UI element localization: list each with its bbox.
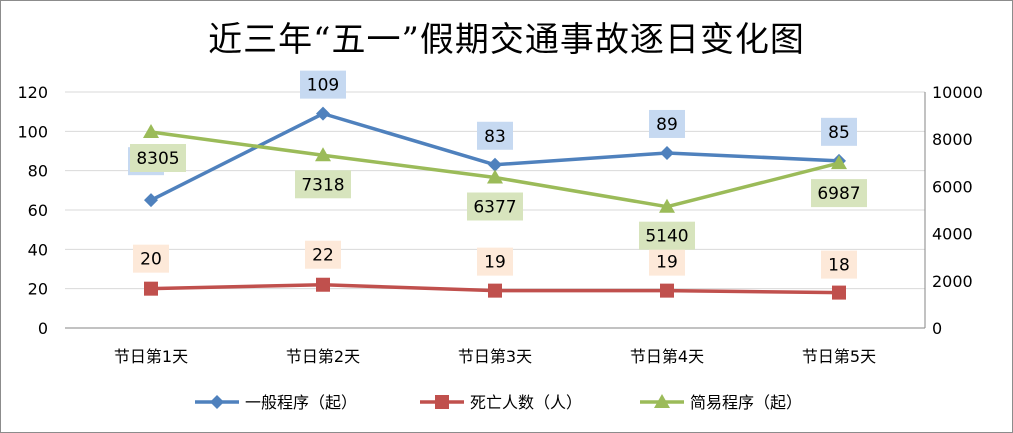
data-label-box — [133, 244, 169, 273]
data-label: 22 — [312, 246, 334, 266]
y-tick-label-left: 120 — [17, 83, 48, 102]
data-label-box — [305, 240, 341, 269]
data-point — [487, 169, 503, 184]
data-point — [316, 277, 330, 292]
data-label: 83 — [484, 127, 506, 147]
data-label: 19 — [656, 253, 678, 273]
legend-label: 简易程序（起） — [690, 393, 802, 412]
data-point — [832, 285, 846, 300]
x-tick-label: 节日第3天 — [458, 347, 532, 366]
y-tick-label-left: 20 — [28, 280, 48, 299]
data-label: 7318 — [301, 175, 344, 195]
legend-label: 一般程序（起） — [245, 393, 357, 412]
data-label-box — [649, 247, 685, 276]
x-tick-label: 节日第1天 — [114, 347, 188, 366]
y-tick-label-left: 80 — [28, 162, 48, 181]
data-label-box — [811, 179, 867, 208]
data-point — [144, 281, 158, 296]
data-point — [488, 157, 502, 172]
data-point — [654, 394, 670, 408]
y-tick-label-right: 10000 — [932, 83, 983, 102]
data-label-box — [821, 250, 857, 279]
data-point — [660, 283, 674, 298]
data-point — [144, 193, 158, 208]
data-label: 109 — [307, 76, 339, 96]
data-label-box — [295, 170, 351, 199]
data-label-box — [477, 121, 513, 150]
data-label-box — [649, 109, 685, 138]
x-tick-label: 节日第4天 — [630, 347, 704, 366]
data-label-box — [130, 144, 186, 173]
data-label: 85 — [828, 123, 850, 143]
x-tick-label: 节日第5天 — [802, 347, 876, 366]
data-label: 18 — [828, 256, 850, 276]
data-label-box — [639, 221, 695, 250]
y-tick-label-right: 0 — [932, 319, 942, 338]
data-point — [831, 155, 847, 170]
data-point — [316, 106, 330, 121]
data-point — [659, 198, 675, 213]
data-point — [315, 147, 331, 162]
data-point — [488, 283, 502, 298]
y-tick-label-left: 40 — [28, 240, 48, 259]
data-label-box — [477, 247, 513, 276]
y-tick-label-right: 8000 — [932, 130, 973, 149]
y-tick-label-right: 6000 — [932, 177, 973, 196]
legend-label: 死亡人数（人） — [470, 393, 582, 412]
data-label: 20 — [140, 250, 162, 270]
data-label: 8305 — [136, 149, 179, 169]
y-tick-label-right: 2000 — [932, 272, 973, 291]
x-tick-label: 节日第2天 — [286, 347, 360, 366]
y-tick-label-left: 0 — [38, 319, 48, 338]
data-label-box — [300, 70, 346, 99]
y-tick-label-right: 4000 — [932, 225, 973, 244]
chart-title: 近三年“五一”假期交通事故逐日变化图 — [208, 20, 805, 60]
y-tick-label-left: 100 — [17, 122, 48, 141]
data-point — [210, 395, 224, 409]
data-point — [143, 124, 159, 139]
data-label: 6377 — [473, 198, 516, 218]
data-point — [435, 395, 449, 409]
data-label: 19 — [484, 253, 506, 273]
data-label-box — [821, 117, 857, 146]
y-tick-label-left: 60 — [28, 201, 48, 220]
data-point — [660, 145, 674, 160]
data-label-box — [467, 192, 523, 221]
data-label: 5140 — [645, 227, 688, 247]
data-label: 6987 — [817, 184, 860, 204]
data-label: 89 — [656, 115, 678, 135]
